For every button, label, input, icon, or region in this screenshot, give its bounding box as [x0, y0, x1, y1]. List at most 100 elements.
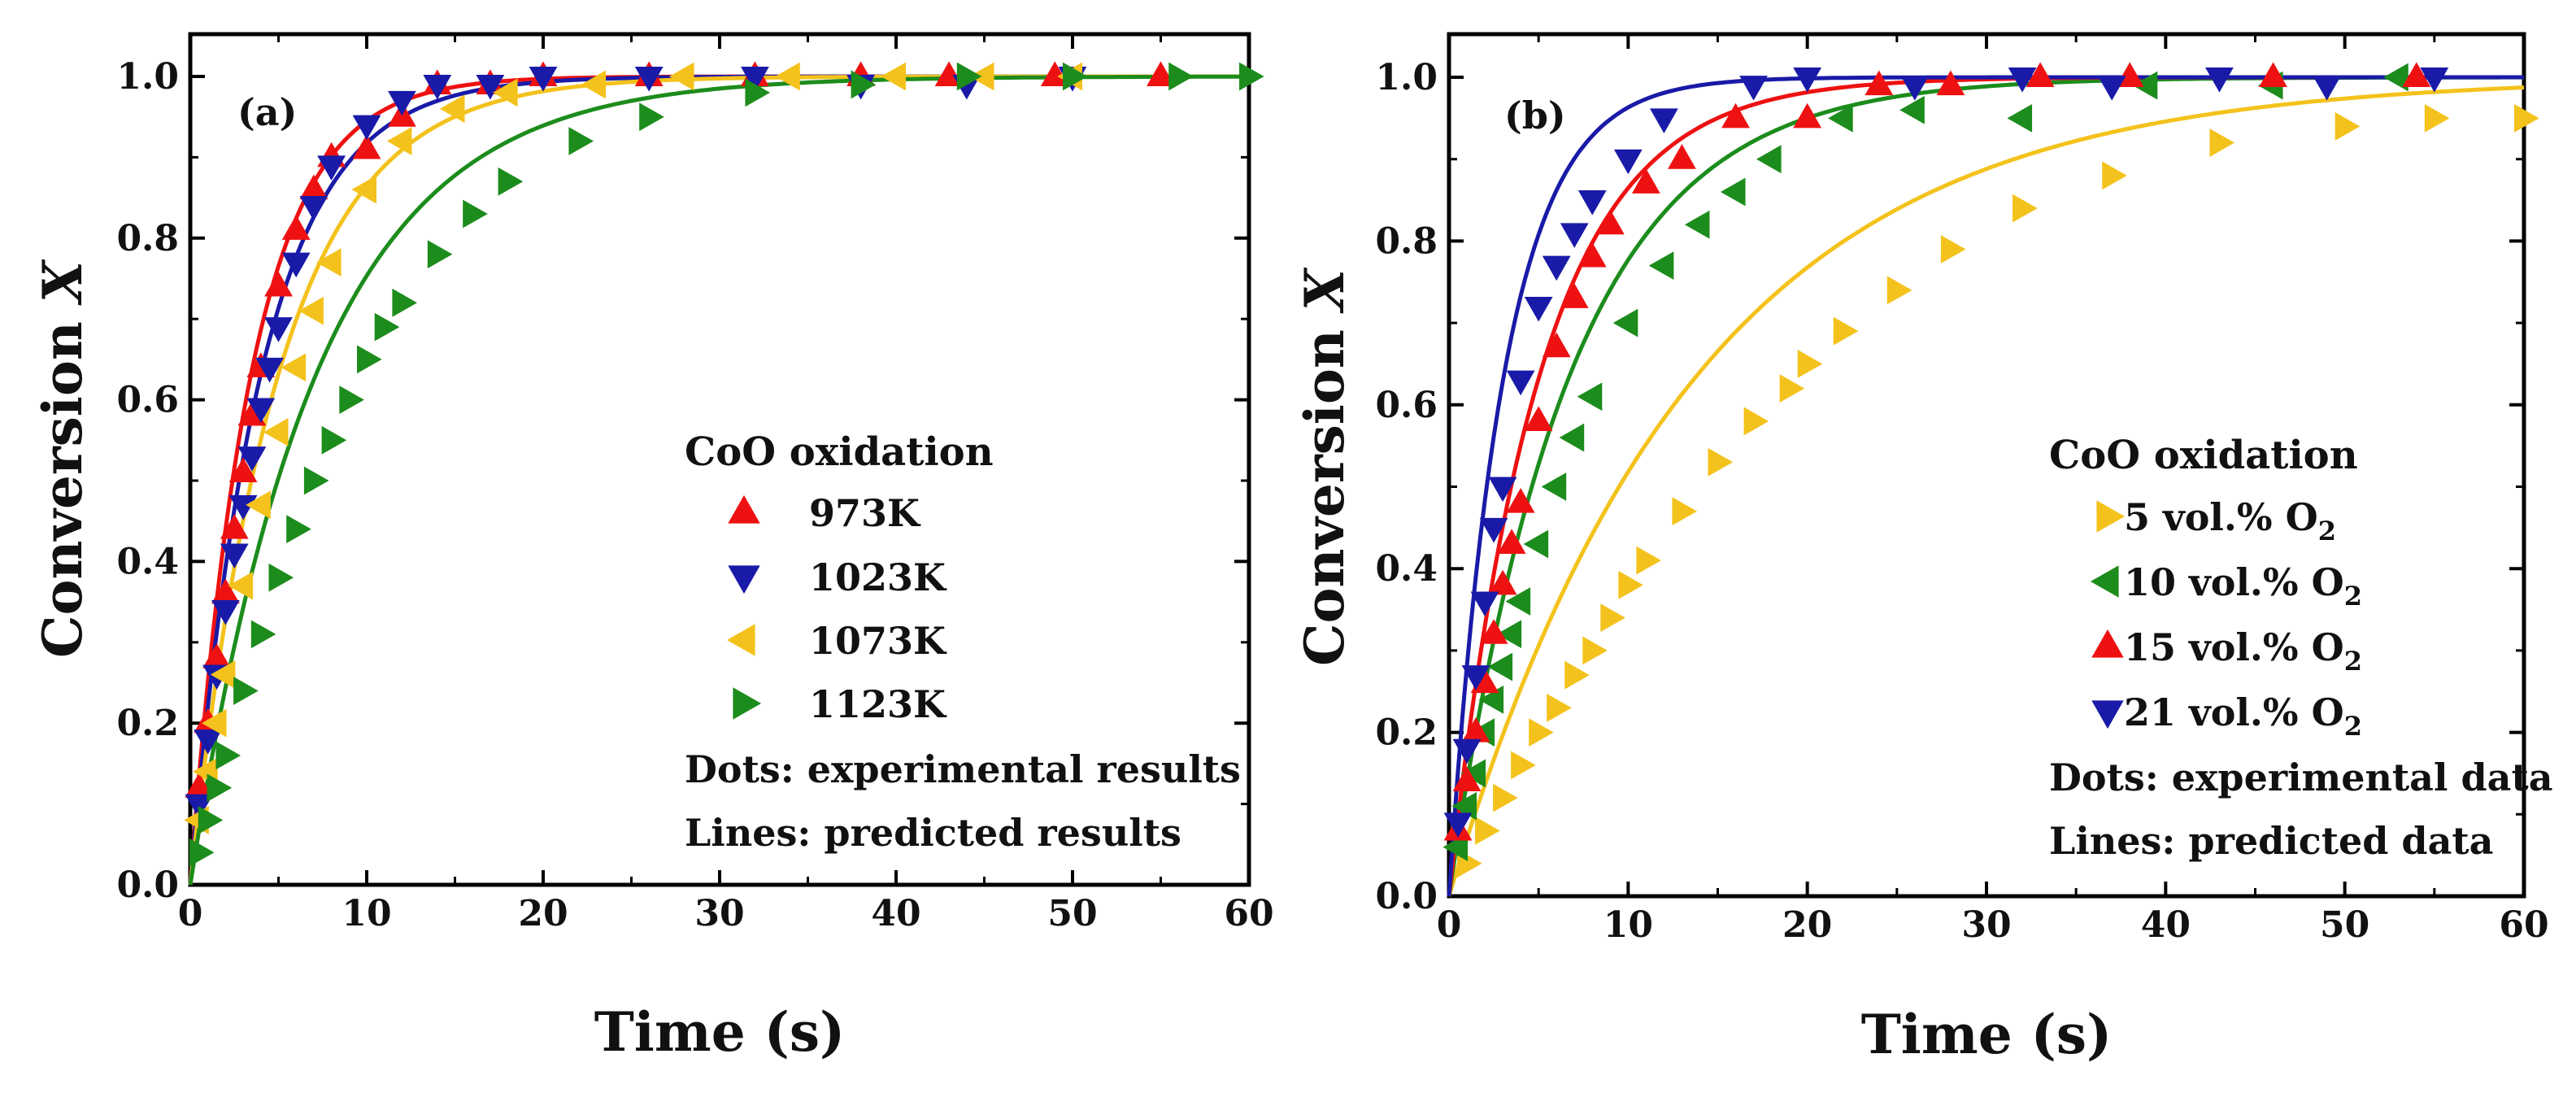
data-point [2424, 103, 2450, 133]
data-point [1595, 209, 1625, 235]
legend-title-a: CoO oxidation [685, 429, 994, 475]
data-point [1684, 210, 1710, 239]
data-point [1506, 370, 1535, 396]
data-point [1940, 235, 1966, 263]
x-tick-label-b-60: 60 [2499, 904, 2548, 946]
data-point [211, 578, 240, 604]
y-tick-label-a-2: 0.4 [116, 541, 179, 582]
data-point [317, 155, 346, 181]
data-point [1523, 529, 1549, 559]
data-point [1739, 76, 1768, 101]
legend-marker-1073k [726, 624, 755, 656]
data-point [1505, 587, 1531, 616]
y-axis-title-b: Conversion X [1293, 267, 1356, 666]
data-point [1443, 812, 1473, 838]
data-point [2313, 76, 2342, 101]
legend-note-lines-a: Lines: predicted results [685, 811, 1181, 855]
data-point [1529, 718, 1554, 747]
data-point [1040, 61, 1069, 86]
data-point [1493, 783, 1518, 812]
legend-marker-973k [728, 494, 760, 524]
data-point [189, 838, 215, 867]
data-point [1564, 660, 1590, 690]
data-point [392, 288, 417, 317]
data-point [233, 677, 259, 705]
data-point [2209, 128, 2235, 157]
data-point [1828, 103, 1853, 133]
data-point [2402, 62, 2431, 87]
data-point [1650, 108, 1678, 133]
data-point [2383, 63, 2408, 92]
data-point [498, 167, 524, 196]
data-point [286, 515, 311, 544]
legend-label-15-vol-o2: 15 vol.% O2 [2124, 625, 2362, 677]
data-point [303, 466, 329, 495]
legend-symbol [728, 494, 760, 524]
data-point [956, 62, 982, 91]
data-point [741, 67, 769, 92]
x-tick-label-a-0: 0 [178, 893, 203, 934]
data-point [281, 252, 311, 278]
data-point [207, 773, 233, 803]
data-point [1542, 255, 1571, 281]
y-tick-label-a-1: 0.2 [116, 703, 179, 744]
data-point [1460, 759, 1486, 788]
data-point [264, 271, 293, 297]
data-point [851, 70, 877, 99]
x-tick-label-a-60: 60 [1224, 893, 1273, 934]
data-point [352, 133, 381, 159]
legend-title-b: CoO oxidation [2049, 433, 2358, 478]
data-point [1793, 67, 1822, 93]
data-point [246, 490, 271, 520]
data-point [1720, 177, 1746, 207]
data-point [255, 357, 285, 383]
data-point [423, 74, 452, 100]
x-tick-label-a-50: 50 [1047, 893, 1097, 934]
data-point [388, 90, 416, 116]
data-point [386, 127, 412, 155]
data-point [228, 571, 254, 600]
data-point [1613, 149, 1643, 175]
data-point [1560, 283, 1589, 308]
data-point [211, 600, 240, 625]
data-point [1479, 619, 1508, 644]
legend-label-973k: 973K [809, 491, 921, 535]
data-point [1582, 636, 1608, 665]
legend-marker-1123k [733, 687, 762, 720]
data-point [201, 708, 227, 738]
x-tick-label-b-10: 10 [1603, 904, 1653, 946]
legend-item-1073k: 1073K [726, 619, 947, 663]
data-point [1721, 102, 1750, 128]
data-point [357, 345, 382, 374]
data-point [1743, 407, 1769, 436]
data-point [1577, 382, 1603, 412]
data-point [198, 806, 224, 834]
data-point [1708, 447, 1734, 477]
legend-marker-5-vol-o2 [2096, 500, 2126, 533]
data-point [220, 543, 249, 569]
data-point [1797, 350, 1823, 378]
legend-symbol [2091, 629, 2124, 658]
data-point [581, 70, 607, 99]
legend-symbol [2090, 565, 2119, 598]
legend-symbol [728, 565, 760, 594]
data-point [1672, 497, 1698, 526]
legend-label-21-vol-o2: 21 vol.% O2 [2124, 690, 2362, 742]
data-point [2420, 67, 2449, 93]
data-point [1577, 190, 1607, 216]
data-point [1470, 591, 1499, 617]
x-tick-label-a-10: 10 [342, 893, 391, 934]
data-point [745, 78, 770, 107]
data-point [2007, 103, 2033, 133]
data-point [568, 127, 594, 155]
legend-item-973k: 973K [728, 491, 921, 535]
data-point [1524, 296, 1553, 322]
data-point [2012, 194, 2038, 223]
legend-item-1123k: 1123K [733, 682, 947, 726]
data-point [264, 317, 293, 342]
legend-symbol [2096, 500, 2126, 533]
x-tick-label-a-20: 20 [518, 893, 568, 934]
series-1073k [184, 62, 1082, 834]
legend-symbol [726, 624, 755, 656]
x-tick-label-b-30: 30 [1961, 904, 2011, 946]
